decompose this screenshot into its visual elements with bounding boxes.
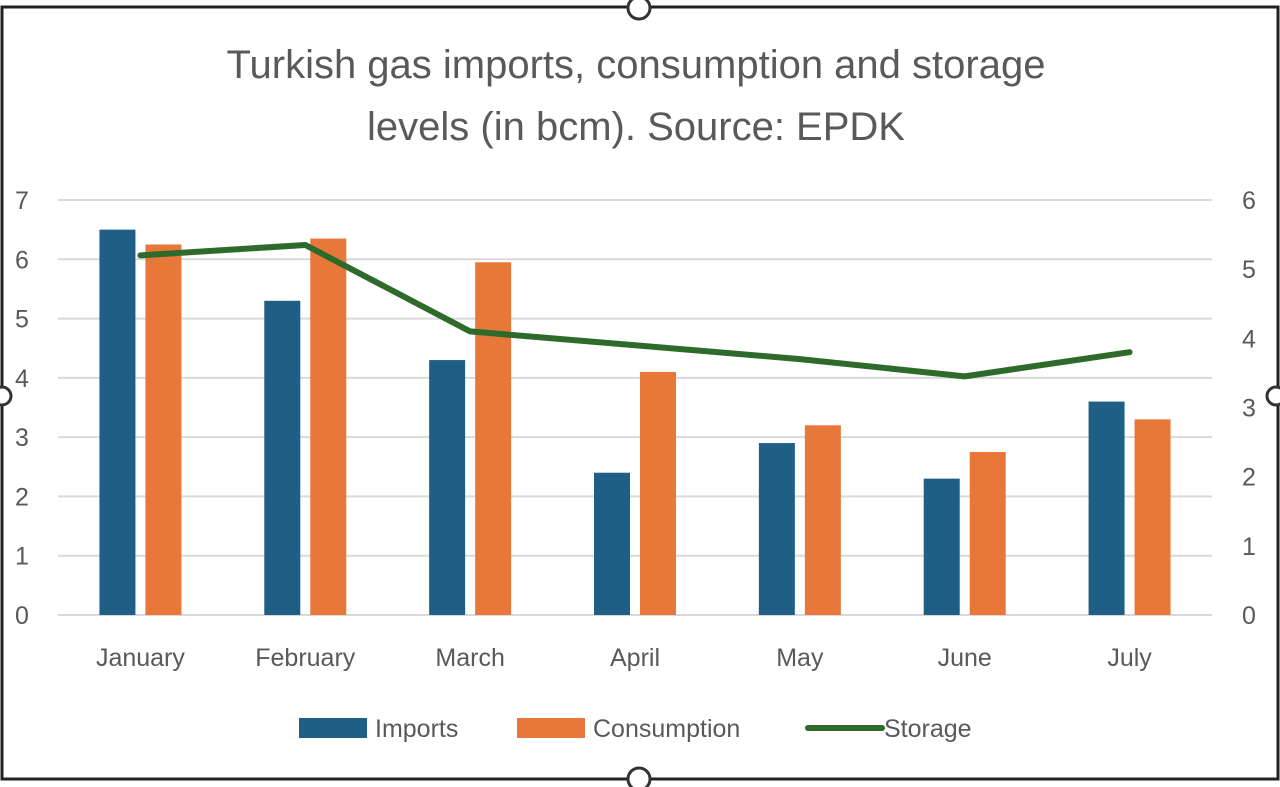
bar-consumption	[1134, 419, 1171, 615]
category-label: February	[255, 644, 356, 672]
left-tick-label: 6	[15, 246, 29, 274]
bar-imports	[594, 472, 630, 615]
category-label: April	[610, 644, 660, 672]
legend-label-imports: Imports	[375, 715, 458, 743]
category-label: July	[1107, 644, 1152, 672]
resize-handle-top[interactable]	[626, 0, 652, 21]
bar-consumption	[145, 244, 182, 615]
bar-imports	[264, 300, 301, 615]
bar-consumption	[969, 451, 1006, 615]
resize-handle-bottom[interactable]	[626, 766, 652, 787]
legend: Imports Consumption Storage	[299, 715, 972, 743]
bar-imports	[1088, 401, 1125, 615]
right-tick-label: 4	[1242, 325, 1256, 353]
point-storage	[962, 374, 967, 379]
chart-title-line-1: Turkish gas imports, consumption and sto…	[227, 43, 1046, 87]
legend-swatch-consumption	[517, 718, 585, 738]
left-tick-label: 5	[15, 306, 29, 334]
point-storage	[468, 329, 473, 334]
point-storage	[138, 253, 143, 258]
right-tick-label: 6	[1242, 187, 1256, 215]
legend-label-consumption: Consumption	[593, 715, 740, 743]
bar-consumption	[640, 371, 676, 615]
point-storage	[797, 357, 802, 362]
bar-imports	[758, 443, 795, 615]
left-tick-label: 1	[15, 543, 29, 571]
line-series	[137, 241, 1133, 380]
bar-imports	[99, 229, 136, 615]
category-label: June	[938, 644, 992, 672]
point-storage	[633, 343, 637, 348]
resize-handle-left[interactable]	[0, 385, 13, 407]
bar-consumption	[310, 238, 347, 616]
right-tick-label: 3	[1242, 395, 1256, 423]
bar-consumption	[475, 262, 512, 615]
bar-consumption	[804, 425, 841, 615]
x-axis: January February March April May June July	[96, 644, 1152, 672]
left-tick-label: 4	[15, 365, 29, 393]
right-y-axis: 0 1 2 3 4 5 6	[1242, 187, 1256, 630]
left-tick-label: 2	[15, 483, 29, 511]
point-storage	[1127, 350, 1132, 355]
left-y-axis: 0 1 2 3 4 5 6 7	[15, 187, 29, 630]
chart-title-line-2: levels (in bcm). Source: EPDK	[367, 105, 905, 149]
category-label: March	[435, 644, 504, 672]
right-tick-label: 1	[1242, 533, 1256, 561]
resize-handle-right[interactable]	[1265, 385, 1280, 407]
legend-swatch-imports	[299, 718, 367, 738]
point-storage	[303, 242, 308, 247]
category-label: May	[776, 644, 824, 672]
left-tick-label: 3	[15, 424, 29, 452]
legend-label-storage: Storage	[884, 715, 972, 743]
category-label: January	[96, 644, 185, 672]
bar-imports	[923, 478, 960, 615]
bar-imports	[429, 360, 466, 615]
left-tick-label: 7	[15, 187, 29, 215]
left-tick-label: 0	[15, 602, 29, 630]
right-tick-label: 5	[1242, 256, 1256, 284]
right-tick-label: 0	[1242, 602, 1256, 630]
right-tick-label: 2	[1242, 464, 1256, 492]
gridlines	[58, 199, 1212, 616]
bar-series	[99, 229, 1171, 616]
